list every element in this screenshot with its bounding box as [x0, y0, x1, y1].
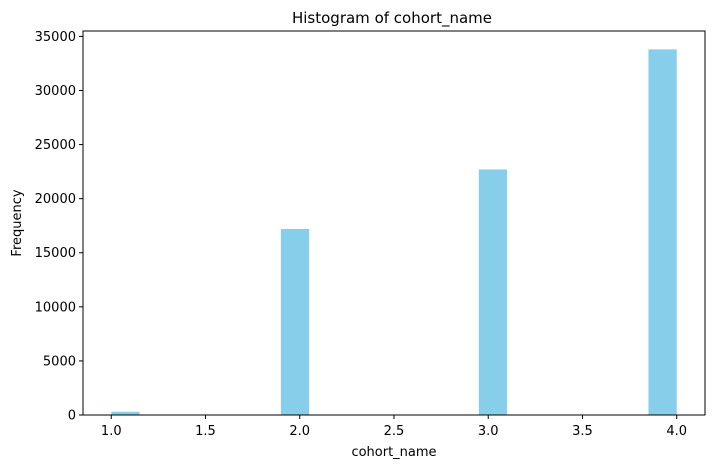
x-tick-label: 2.5	[384, 424, 405, 439]
y-tick-label: 5000	[43, 354, 76, 369]
y-tick-label: 15000	[35, 246, 76, 261]
x-tick-label: 3.0	[478, 424, 499, 439]
y-tick-label: 30000	[35, 84, 76, 99]
x-tick-label: 2.0	[289, 424, 310, 439]
bars-group	[111, 49, 677, 415]
histogram-bar	[280, 228, 310, 415]
x-tick-label: 1.5	[195, 424, 216, 439]
y-tick-label: 0	[68, 409, 76, 424]
x-axis: 1.0 1.5 2.0 2.5 3.0 3.5 4.0	[101, 415, 687, 439]
y-tick-label: 20000	[35, 192, 76, 207]
y-tick-label: 25000	[35, 138, 76, 153]
histogram-bar	[478, 169, 508, 415]
x-tick-label: 4.0	[666, 424, 687, 439]
x-tick-label: 1.0	[101, 424, 122, 439]
y-tick-label: 35000	[35, 30, 76, 45]
histogram-bar	[111, 411, 140, 415]
histogram-bar	[648, 49, 677, 415]
x-axis-label: cohort_name	[351, 445, 436, 460]
chart-title: Histogram of cohort_name	[292, 9, 492, 28]
plot-frame	[82, 30, 706, 416]
y-tick-label: 10000	[35, 300, 76, 315]
y-axis-label: Frequency	[10, 189, 25, 256]
y-axis: 0 5000 10000 15000 20000 25000 30000 35000	[35, 30, 83, 424]
x-tick-label: 3.5	[572, 424, 593, 439]
